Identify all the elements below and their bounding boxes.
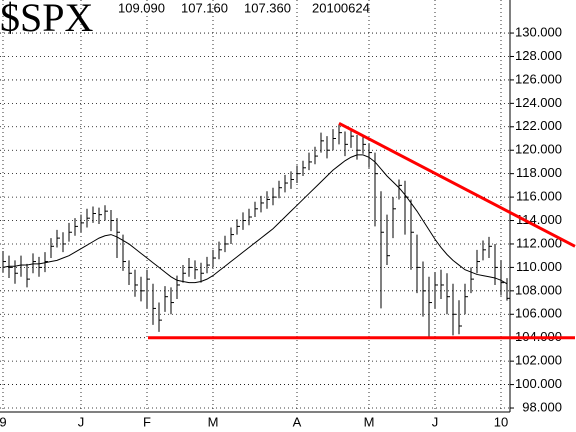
header-date: 20100624	[312, 0, 370, 15]
y-tick-label: 118.000	[516, 165, 562, 180]
y-tick-label: 112.000	[516, 235, 562, 250]
header-low: 107.160	[181, 0, 228, 15]
x-tick-label: M	[364, 414, 375, 429]
moving-average	[2, 154, 508, 285]
y-tick-label: 98.000	[522, 399, 562, 414]
y-tick-label: 102.000	[515, 353, 562, 368]
y-tick-label: 128.000	[515, 48, 562, 63]
header-high: 109.090	[118, 0, 165, 15]
x-tick-label: A	[293, 414, 302, 429]
x-tick-label: J	[78, 414, 85, 429]
y-tick-label: 126.000	[515, 71, 562, 86]
y-tick-label: 106.000	[515, 306, 562, 321]
y-tick-label: 116.000	[516, 189, 562, 204]
x-tick-label: 10	[494, 414, 508, 429]
x-tick-label: F	[143, 414, 151, 429]
y-tick-label: 100.000	[515, 376, 562, 391]
x-tick-label: J	[432, 414, 439, 429]
y-tick-label: 110.000	[516, 259, 562, 274]
resistance-line	[338, 121, 576, 248]
y-tick-label: 122.000	[515, 118, 562, 133]
y-tick-label: 130.000	[515, 24, 562, 39]
x-tick-label: M	[208, 414, 219, 429]
y-tick-label: 108.000	[515, 282, 562, 297]
y-tick-label: 120.000	[515, 142, 562, 157]
x-tick-label: 9	[0, 414, 7, 429]
chart-title: $SPX	[0, 0, 93, 40]
header-close: 107.360	[244, 0, 291, 15]
y-tick-label: 124.000	[515, 95, 562, 110]
